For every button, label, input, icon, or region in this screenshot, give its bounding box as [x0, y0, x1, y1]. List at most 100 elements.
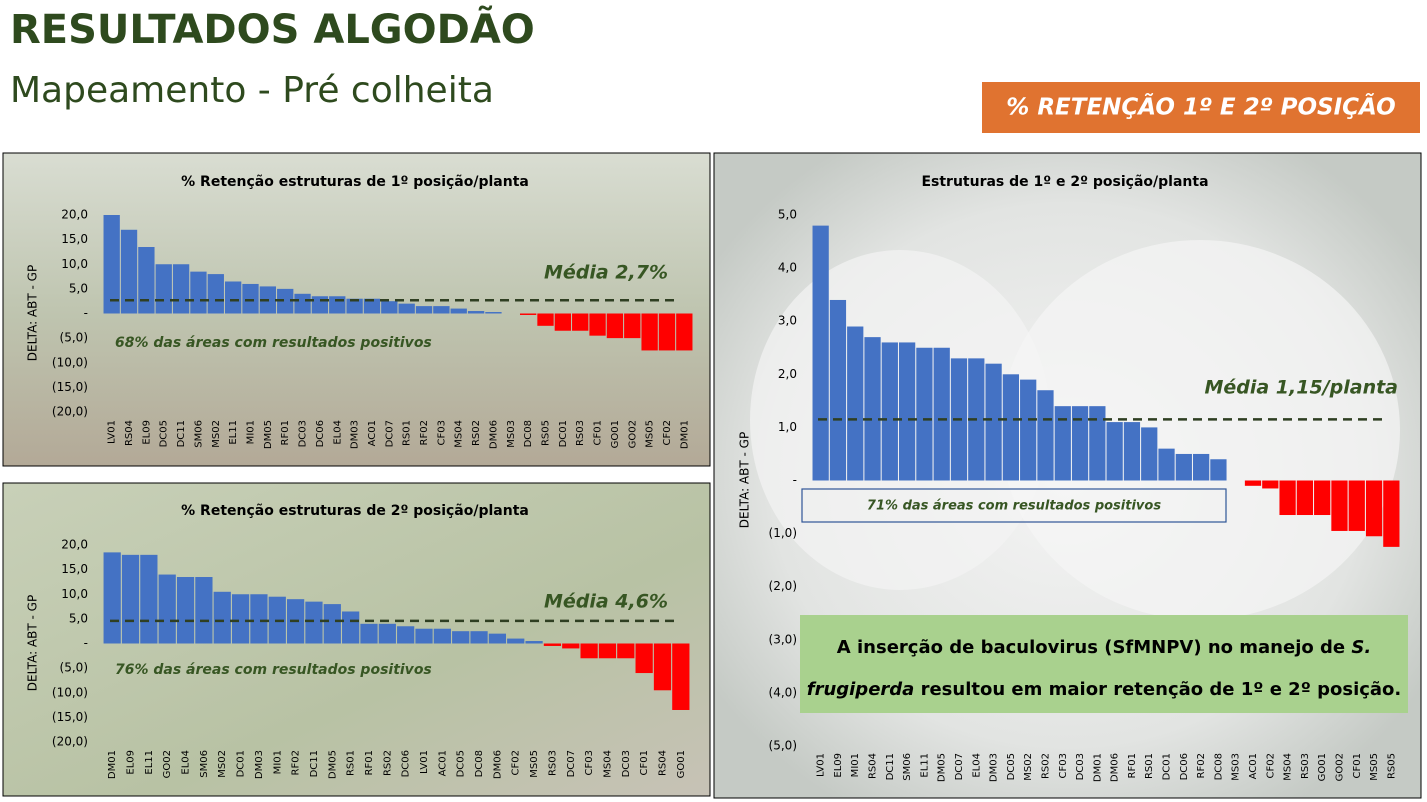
x-tick-label: EL04: [971, 753, 982, 778]
bar: [195, 577, 213, 644]
x-tick-label: DM03: [989, 753, 1000, 782]
slide-title: RESULTADOS ALGODÃO: [10, 4, 535, 53]
note: 76% das áreas com resultados positivos: [115, 662, 432, 678]
bar: [250, 594, 268, 644]
y-tick-label: (20,0): [52, 735, 88, 749]
bar: [103, 552, 121, 644]
x-tick-label: CF01: [593, 420, 604, 445]
bar: [231, 594, 250, 644]
x-tick-label: RF01: [280, 420, 291, 445]
x-tick-label: RF01: [364, 750, 375, 775]
charts: % Retenção estruturas de 1º posição/plan…: [26, 174, 1400, 782]
badge-text: % RETENÇÃO 1º E 2º POSIÇÃO: [1006, 93, 1395, 121]
bar: [121, 554, 140, 644]
bar: [1106, 422, 1123, 481]
x-tick-label: EL04: [332, 420, 343, 445]
x-tick-label: GO01: [610, 420, 621, 448]
bar: [580, 643, 598, 659]
bar: [537, 313, 554, 326]
x-tick-label: AC01: [367, 420, 378, 446]
x-tick-label: DC03: [621, 750, 632, 777]
x-tick-label: DM06: [1110, 753, 1121, 782]
bar: [1071, 406, 1089, 481]
x-tick-label: MS02: [217, 750, 228, 778]
x-tick-label: DM06: [492, 750, 503, 779]
x-tick-label: AC01: [437, 750, 448, 776]
bar: [519, 313, 537, 315]
x-tick-label: RS03: [547, 750, 558, 776]
x-tick-label: MS05: [1369, 753, 1380, 781]
x-tick-label: CF02: [511, 750, 522, 775]
x-tick-label: RF02: [419, 420, 430, 445]
x-tick-label: RS02: [1040, 753, 1051, 779]
x-tick-label: DM05: [263, 420, 274, 449]
x-tick-label: DM01: [1092, 753, 1103, 782]
x-tick-label: DC07: [384, 420, 395, 447]
callout-text: frugiperda: [807, 679, 915, 700]
bar: [363, 298, 381, 314]
x-tick-label: DC01: [1162, 753, 1173, 780]
x-tick-label: RF02: [291, 750, 302, 775]
bar: [589, 313, 606, 336]
note-box: [801, 488, 1227, 523]
x-tick-label: EL09: [833, 753, 844, 778]
bar: [525, 641, 543, 644]
bar: [470, 631, 488, 644]
x-tick-label: DM05: [327, 750, 338, 779]
bar: [467, 311, 485, 314]
x-tick-label: DC11: [885, 753, 896, 780]
x-tick-label: RF02: [1196, 753, 1207, 778]
bar: [190, 271, 207, 314]
bar: [158, 574, 176, 644]
bar: [898, 342, 916, 481]
bar: [572, 313, 589, 331]
bar: [1123, 422, 1141, 481]
mean-label: Média 1,15/planta: [1204, 377, 1398, 399]
x-tick-label: RS04: [868, 753, 879, 779]
x-tick-label: RS01: [346, 750, 357, 776]
x-tick-label: DC01: [558, 420, 569, 447]
y-axis-label: DELTA: ABT - GP: [738, 432, 752, 528]
bar: [378, 623, 396, 644]
bar: [172, 264, 190, 314]
x-tick-label: RS03: [1300, 753, 1311, 779]
bar: [676, 313, 693, 351]
x-tick-label: CF01: [1352, 753, 1363, 778]
bar: [342, 611, 360, 644]
bar: [1331, 480, 1348, 531]
bar: [1244, 480, 1262, 486]
bar: [635, 643, 653, 674]
bar: [1175, 453, 1192, 481]
bar: [507, 638, 525, 644]
x-tick-label: DC01: [236, 750, 247, 777]
x-tick-label: DC11: [176, 420, 187, 447]
x-tick-label: RS04: [124, 420, 135, 446]
bar: [1262, 480, 1279, 489]
x-tick-label: CF03: [584, 750, 595, 775]
bar: [138, 247, 155, 314]
bar: [305, 601, 323, 644]
x-tick-label: RS03: [575, 420, 586, 446]
mean-label: Média 4,6%: [544, 591, 668, 613]
x-tick-label: MS03: [1231, 753, 1242, 781]
bar: [1279, 480, 1296, 516]
x-tick-label: DC06: [401, 750, 412, 777]
bar: [829, 299, 847, 481]
bar: [1020, 379, 1037, 481]
x-tick-label: CF02: [662, 420, 673, 445]
callout-box: [800, 615, 1408, 713]
x-tick-label: LV01: [107, 420, 118, 444]
x-tick-label: GO02: [1334, 753, 1345, 781]
bar: [1158, 448, 1175, 481]
x-tick-label: DM01: [107, 750, 118, 779]
mean-label: Média 2,7%: [544, 262, 668, 284]
x-tick-label: CF03: [436, 420, 447, 445]
x-tick-label: EL11: [919, 753, 930, 778]
bar: [641, 313, 658, 351]
x-tick-label: EL09: [141, 420, 152, 445]
x-tick-label: SM06: [902, 753, 913, 781]
note: 71% das áreas com resultados positivos: [867, 499, 1161, 514]
x-tick-label: DC03: [298, 420, 309, 447]
x-tick-label: LV01: [816, 753, 827, 777]
